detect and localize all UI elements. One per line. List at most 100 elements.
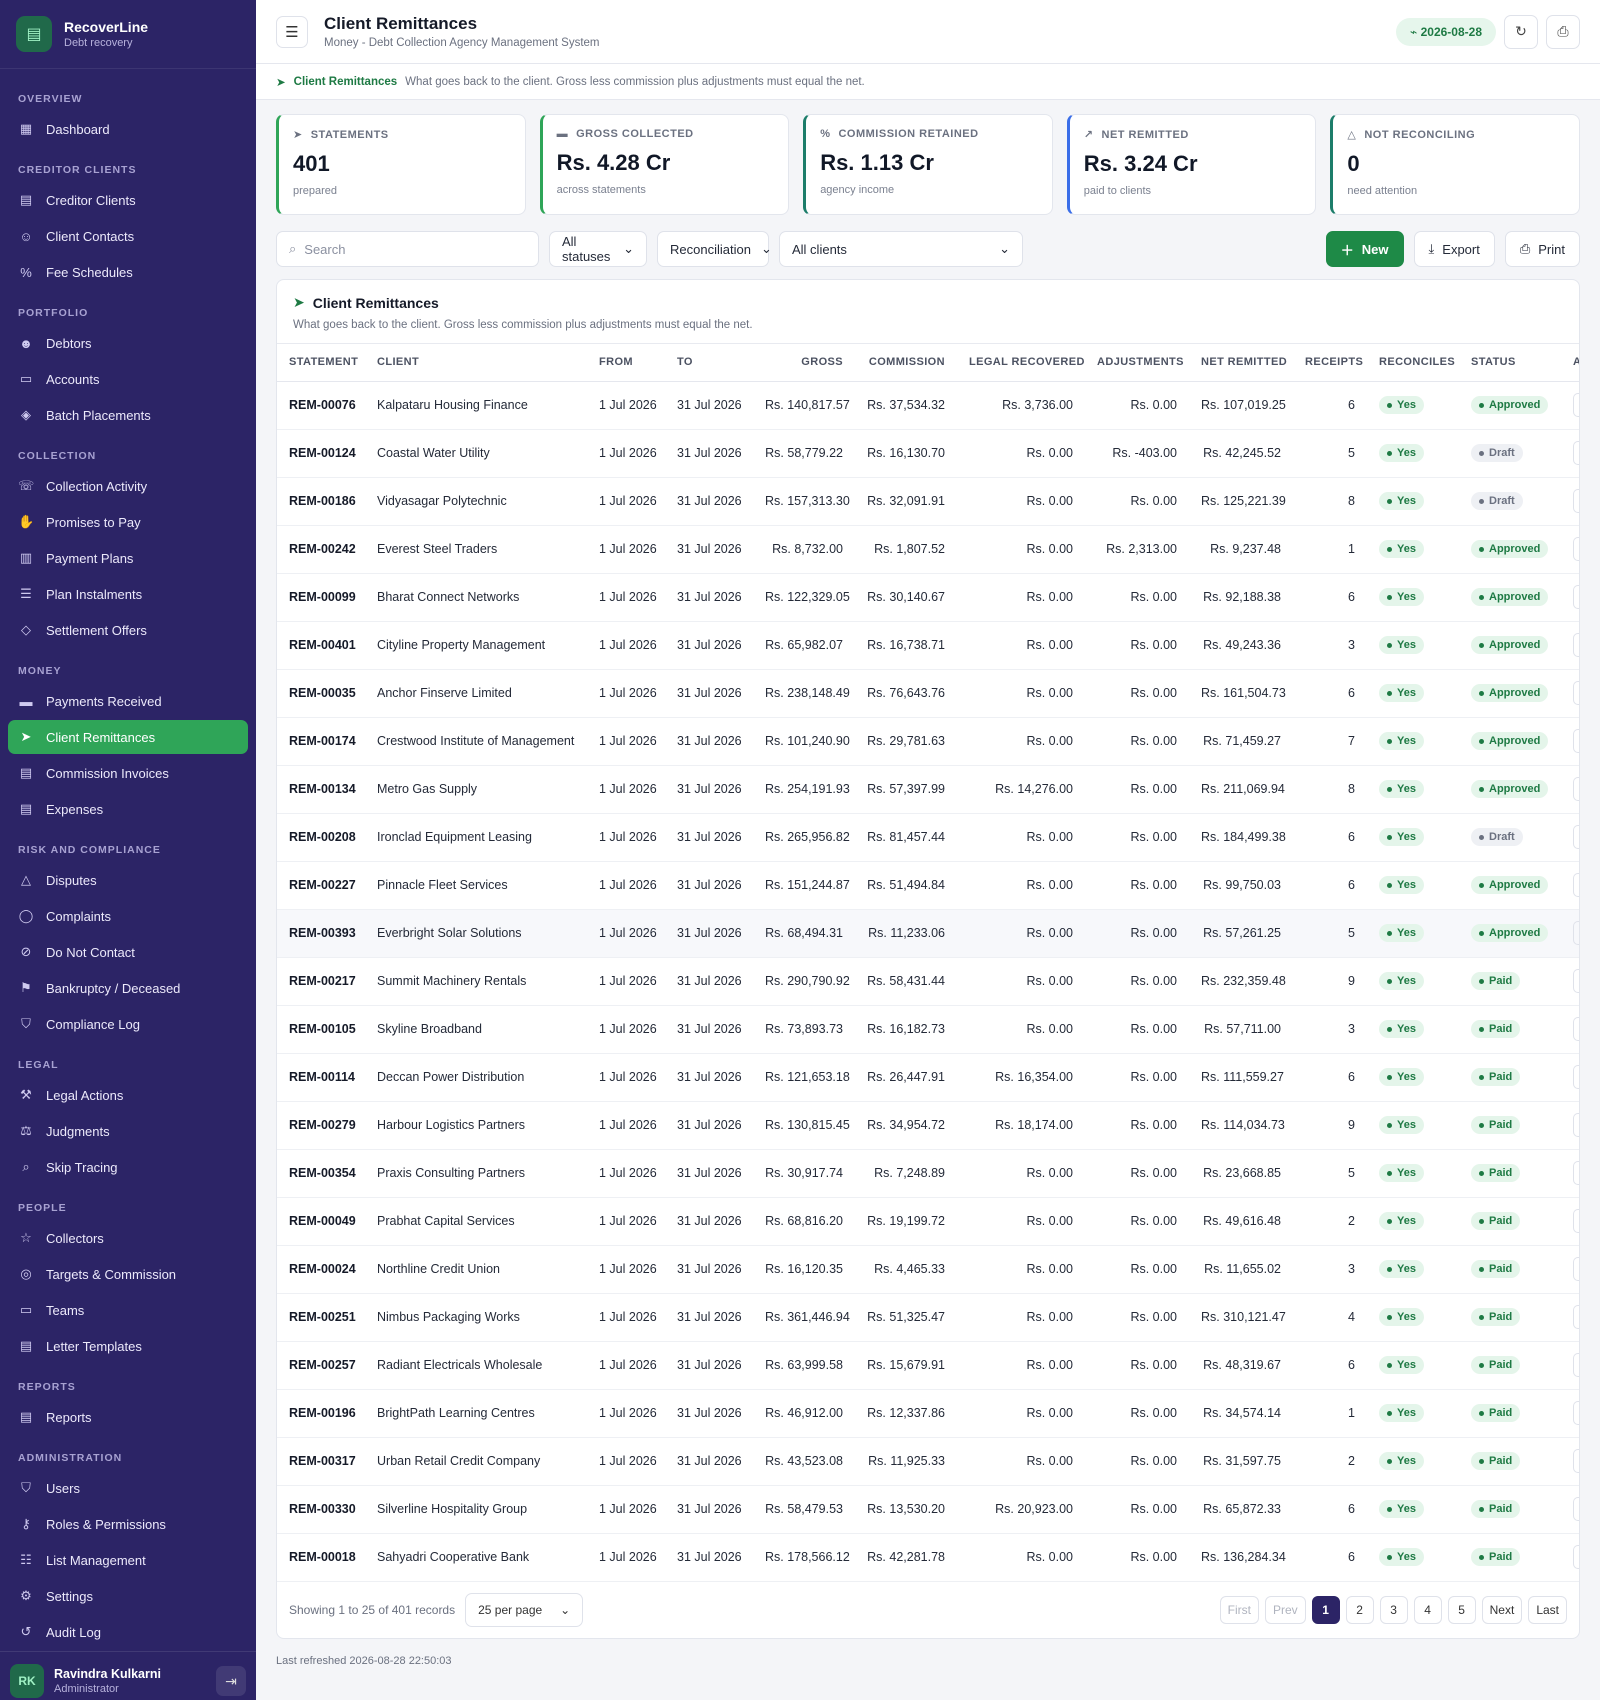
- sidebar-item-collection-activity[interactable]: ☏ Collection Activity: [8, 469, 248, 503]
- sidebar-item-commission-invoices[interactable]: ▤ Commission Invoices: [8, 756, 248, 790]
- sidebar-item-do-not-contact[interactable]: ⊘ Do Not Contact: [8, 935, 248, 969]
- reconciliation-select[interactable]: Reconciliation ⌄: [657, 231, 772, 267]
- sidebar-item-skip-tracing[interactable]: ⌕ Skip Tracing: [8, 1150, 248, 1184]
- column-header[interactable]: From: [587, 344, 665, 382]
- row-actions-button[interactable]: [1573, 873, 1579, 897]
- sidebar-item-compliance-log[interactable]: ⛉ Compliance Log: [8, 1007, 248, 1041]
- last-page-button[interactable]: Last: [1528, 1595, 1567, 1624]
- row-actions-button[interactable]: [1573, 1257, 1579, 1281]
- table-row[interactable]: REM-00024 Northline Credit Union 1 Jul 202…: [277, 1245, 1579, 1294]
- sidebar-item-judgments[interactable]: ⚖ Judgments: [8, 1114, 248, 1148]
- row-actions-button[interactable]: [1573, 1305, 1579, 1329]
- sidebar-item-complaints[interactable]: ◯ Complaints: [8, 899, 248, 933]
- row-actions-button[interactable]: [1573, 489, 1579, 513]
- sidebar-item-users[interactable]: ⛉ Users: [8, 1471, 248, 1505]
- row-actions-button[interactable]: [1573, 1161, 1579, 1185]
- new-button[interactable]: ＋ New: [1325, 231, 1404, 267]
- row-actions-button[interactable]: [1573, 1449, 1579, 1473]
- sidebar-item-collectors[interactable]: ☆ Collectors: [8, 1221, 248, 1255]
- table-row[interactable]: REM-00035 Anchor Finserve Limited 1 Jul 20…: [277, 669, 1579, 718]
- column-header[interactable]: Client: [365, 344, 587, 382]
- table-row[interactable]: REM-00105 Skyline Broadband 1 Jul 2026 31 J…: [277, 1005, 1579, 1054]
- status-select[interactable]: All statuses ⌄: [549, 231, 647, 267]
- row-actions-button[interactable]: [1573, 1017, 1579, 1041]
- page-button[interactable]: 3: [1379, 1595, 1408, 1624]
- column-header[interactable]: Receipts: [1293, 344, 1367, 382]
- sidebar-item-legal-actions[interactable]: ⚒ Legal Actions: [8, 1078, 248, 1112]
- table-row[interactable]: REM-00393 Everbright Solar Solutions 1 Jul…: [277, 909, 1579, 958]
- row-actions-button[interactable]: [1573, 1545, 1579, 1569]
- logout-icon[interactable]: ⇥: [216, 1666, 246, 1696]
- sidebar-item-targets-commission[interactable]: ◎ Targets & Commission: [8, 1257, 248, 1291]
- column-header[interactable]: Commission: [855, 344, 957, 382]
- column-header[interactable]: Reconciles: [1367, 344, 1459, 382]
- table-row[interactable]: REM-00124 Coastal Water Utility 1 Jul 2026…: [277, 429, 1579, 478]
- table-row[interactable]: REM-00242 Everest Steel Traders 1 Jul 2026…: [277, 525, 1579, 574]
- sidebar-item-client-remittances[interactable]: ➤ Client Remittances: [8, 720, 248, 754]
- sidebar-item-reports[interactable]: ▤ Reports: [8, 1400, 248, 1434]
- table-row[interactable]: REM-00196 BrightPath Learning Centres 1 Ju…: [277, 1389, 1579, 1438]
- sidebar-item-teams[interactable]: ▭ Teams: [8, 1293, 248, 1327]
- row-actions-button[interactable]: [1573, 585, 1579, 609]
- table-row[interactable]: REM-00317 Urban Retail Credit Company 1 Ju…: [277, 1437, 1579, 1486]
- column-header[interactable]: Statement: [277, 344, 365, 382]
- sidebar-item-batch-placements[interactable]: ◈ Batch Placements: [8, 398, 248, 432]
- table-row[interactable]: REM-00208 Ironclad Equipment Leasing 1 Jul…: [277, 813, 1579, 862]
- sidebar-item-expenses[interactable]: ▤ Expenses: [8, 792, 248, 826]
- page-button[interactable]: 5: [1447, 1595, 1476, 1624]
- per-page-select[interactable]: 25 per page ⌄: [465, 1592, 584, 1627]
- row-actions-button[interactable]: [1573, 777, 1579, 801]
- column-header[interactable]: Net Remitted: [1189, 344, 1293, 382]
- row-actions-button[interactable]: [1573, 921, 1579, 945]
- client-select[interactable]: All clients ⌄: [779, 231, 1023, 267]
- prev-page-button[interactable]: Prev: [1264, 1595, 1306, 1624]
- table-row[interactable]: REM-00186 Vidyasagar Polytechnic 1 Jul 202…: [277, 477, 1579, 526]
- row-actions-button[interactable]: [1573, 1401, 1579, 1425]
- table-row[interactable]: REM-00174 Crestwood Institute of Manageme…: [277, 717, 1579, 766]
- table-row[interactable]: REM-00251 Nimbus Packaging Works 1 Jul 202…: [277, 1293, 1579, 1342]
- row-actions-button[interactable]: [1573, 729, 1579, 753]
- sidebar-item-roles-permissions[interactable]: ⚷ Roles & Permissions: [8, 1507, 248, 1541]
- table-row[interactable]: REM-00099 Bharat Connect Networks 1 Jul 20…: [277, 573, 1579, 622]
- sidebar-item-creditor-clients[interactable]: ▤ Creditor Clients: [8, 183, 248, 217]
- row-actions-button[interactable]: [1573, 1353, 1579, 1377]
- sidebar-item-bankruptcy-deceased[interactable]: ⚑ Bankruptcy / Deceased: [8, 971, 248, 1005]
- sidebar-item-promises-to-pay[interactable]: ✋ Promises to Pay: [8, 505, 248, 539]
- sidebar-item-debtors[interactable]: ☻ Debtors: [8, 326, 248, 360]
- sidebar-item-disputes[interactable]: △ Disputes: [8, 863, 248, 897]
- printer-icon[interactable]: ⎙: [1546, 14, 1580, 49]
- table-row[interactable]: REM-00401 Cityline Property Management 1 J…: [277, 621, 1579, 670]
- row-actions-button[interactable]: [1573, 633, 1579, 657]
- sidebar-item-settings[interactable]: ⚙ Settings: [8, 1579, 248, 1613]
- row-actions-button[interactable]: [1573, 825, 1579, 849]
- table-row[interactable]: REM-00217 Summit Machinery Rentals 1 Jul 2…: [277, 957, 1579, 1006]
- row-actions-button[interactable]: [1573, 393, 1579, 417]
- sidebar-item-fee-schedules[interactable]: % Fee Schedules: [8, 255, 248, 289]
- search-input[interactable]: ⌕ Search: [276, 231, 539, 267]
- page-button[interactable]: 4: [1413, 1595, 1442, 1624]
- row-actions-button[interactable]: [1573, 441, 1579, 465]
- sidebar-item-audit-log[interactable]: ↺ Audit Log: [8, 1615, 248, 1649]
- row-actions-button[interactable]: [1573, 1497, 1579, 1521]
- sidebar-item-payments-received[interactable]: ▬ Payments Received: [8, 684, 248, 718]
- row-actions-button[interactable]: [1573, 1113, 1579, 1137]
- row-actions-button[interactable]: [1573, 681, 1579, 705]
- table-row[interactable]: REM-00114 Deccan Power Distribution 1 Jul …: [277, 1053, 1579, 1102]
- table-row[interactable]: REM-00227 Pinnacle Fleet Services 1 Jul 20…: [277, 861, 1579, 910]
- table-row[interactable]: REM-00354 Praxis Consulting Partners 1 Jul…: [277, 1149, 1579, 1198]
- table-row[interactable]: REM-00134 Metro Gas Supply 1 Jul 2026 31 Ju…: [277, 765, 1579, 814]
- page-button[interactable]: 2: [1345, 1595, 1374, 1624]
- table-row[interactable]: REM-00076 Kalpataru Housing Finance 1 Jul …: [277, 381, 1579, 430]
- sidebar-item-client-contacts[interactable]: ☺ Client Contacts: [8, 219, 248, 253]
- row-actions-button[interactable]: [1573, 537, 1579, 561]
- menu-icon[interactable]: ☰: [276, 15, 308, 48]
- refresh-icon[interactable]: ↻: [1504, 14, 1538, 49]
- table-row[interactable]: REM-00279 Harbour Logistics Partners 1 Jul…: [277, 1101, 1579, 1150]
- next-page-button[interactable]: Next: [1481, 1595, 1523, 1624]
- sidebar-item-settlement-offers[interactable]: ◇ Settlement Offers: [8, 613, 248, 647]
- table-row[interactable]: REM-00049 Prabhat Capital Services 1 Jul 2…: [277, 1197, 1579, 1246]
- table-row[interactable]: REM-00330 Silverline Hospitality Group 1 J…: [277, 1485, 1579, 1534]
- table-row[interactable]: REM-00257 Radiant Electricals Wholesale 1 …: [277, 1341, 1579, 1390]
- column-header[interactable]: Gross: [753, 344, 855, 382]
- table-row[interactable]: REM-00018 Sahyadri Cooperative Bank 1 Jul …: [277, 1533, 1579, 1582]
